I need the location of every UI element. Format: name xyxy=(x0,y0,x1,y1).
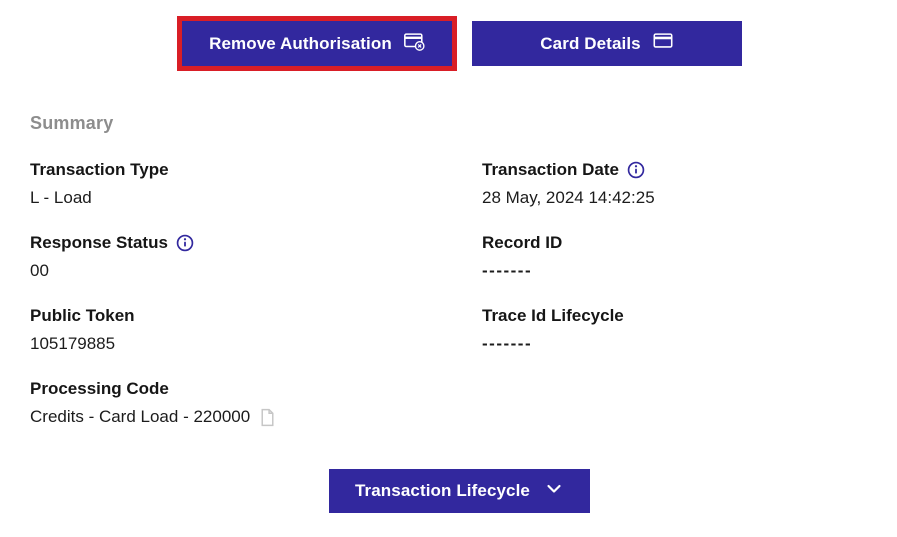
action-buttons-row: Remove Authorisation Card Details xyxy=(11,0,897,71)
remove-authorisation-label: Remove Authorisation xyxy=(209,33,392,53)
field-public-token: Public Token 105179885 xyxy=(30,306,482,354)
field-value: ------- xyxy=(482,261,533,280)
document-copy-icon[interactable] xyxy=(259,408,276,427)
info-icon[interactable] xyxy=(627,161,645,179)
transaction-lifecycle-label: Transaction Lifecycle xyxy=(354,481,530,500)
card-details-label: Card Details xyxy=(540,33,641,53)
chevron-down-icon xyxy=(544,479,564,504)
field-value: ------- xyxy=(482,334,533,353)
field-label: Trace Id Lifecycle xyxy=(482,306,624,325)
field-value: 00 xyxy=(30,261,49,280)
field-processing-code: Processing Code Credits - Card Load - 22… xyxy=(30,379,482,427)
field-value: L - Load xyxy=(30,188,92,207)
transaction-lifecycle-button[interactable]: Transaction Lifecycle xyxy=(329,469,590,513)
summary-fields-grid: Transaction Type L - Load Transaction Da… xyxy=(30,160,897,452)
credit-card-icon xyxy=(652,30,674,57)
summary-heading: Summary xyxy=(30,113,114,133)
field-transaction-date: Transaction Date 28 May, 2024 14:42:25 xyxy=(482,160,897,208)
field-trace-id-lifecycle: Trace Id Lifecycle ------- xyxy=(482,306,897,354)
card-remove-icon xyxy=(403,30,425,57)
card-details-button[interactable]: Card Details xyxy=(472,21,742,66)
remove-authorisation-button[interactable]: Remove Authorisation xyxy=(182,21,452,66)
field-label: Processing Code xyxy=(30,379,169,398)
field-label: Record ID xyxy=(482,233,563,252)
footer-row: Transaction Lifecycle xyxy=(11,469,897,513)
field-label: Transaction Date xyxy=(482,160,619,179)
field-label: Transaction Type xyxy=(30,160,169,179)
field-response-status: Response Status 00 xyxy=(30,233,482,281)
field-record-id: Record ID ------- xyxy=(482,233,897,281)
field-label: Response Status xyxy=(30,233,168,252)
field-label: Public Token xyxy=(30,306,135,325)
field-value: 28 May, 2024 14:42:25 xyxy=(482,188,655,207)
info-icon[interactable] xyxy=(176,234,194,252)
field-value: Credits - Card Load - 220000 xyxy=(30,407,251,426)
annotation-highlight-box: Remove Authorisation xyxy=(177,16,457,71)
transaction-details-page: Remove Authorisation Card Details xyxy=(11,0,897,513)
field-value: 105179885 xyxy=(30,334,116,353)
field-transaction-type: Transaction Type L - Load xyxy=(30,160,482,208)
